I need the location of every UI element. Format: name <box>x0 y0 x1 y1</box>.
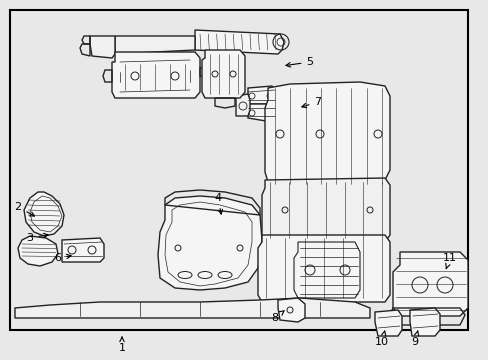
Polygon shape <box>115 36 195 54</box>
Text: 1: 1 <box>118 337 125 353</box>
Polygon shape <box>258 235 389 302</box>
Text: 3: 3 <box>26 233 48 243</box>
Polygon shape <box>264 82 389 188</box>
Polygon shape <box>158 196 262 290</box>
Polygon shape <box>24 192 64 236</box>
Polygon shape <box>62 238 104 262</box>
Polygon shape <box>202 50 244 98</box>
Text: 9: 9 <box>410 331 418 347</box>
Text: 11: 11 <box>442 253 456 269</box>
Polygon shape <box>262 178 389 242</box>
Polygon shape <box>247 86 274 104</box>
Text: 2: 2 <box>15 202 35 216</box>
Polygon shape <box>90 36 115 58</box>
Polygon shape <box>392 252 467 316</box>
Polygon shape <box>15 298 369 318</box>
Text: 8: 8 <box>271 311 284 323</box>
Polygon shape <box>236 94 249 116</box>
Text: 5: 5 <box>285 57 313 67</box>
Polygon shape <box>112 52 200 98</box>
Polygon shape <box>278 298 305 322</box>
Polygon shape <box>374 310 401 336</box>
Text: 10: 10 <box>374 331 388 347</box>
Polygon shape <box>409 308 439 336</box>
Text: 4: 4 <box>214 193 222 214</box>
Bar <box>10 10 467 330</box>
Polygon shape <box>195 30 284 54</box>
Text: 7: 7 <box>301 97 321 108</box>
Text: 6: 6 <box>54 253 71 263</box>
Polygon shape <box>18 236 58 266</box>
Polygon shape <box>247 104 274 122</box>
